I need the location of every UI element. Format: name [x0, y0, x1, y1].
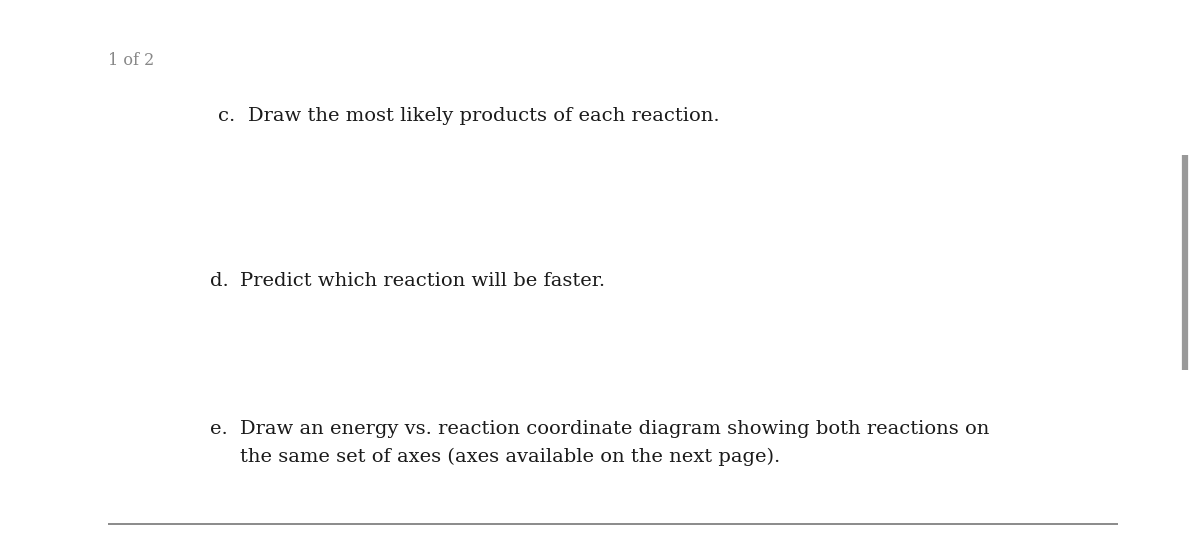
- Text: d.: d.: [210, 272, 229, 290]
- Text: e.: e.: [210, 420, 228, 438]
- Text: Predict which reaction will be faster.: Predict which reaction will be faster.: [240, 272, 605, 290]
- Text: Draw the most likely products of each reaction.: Draw the most likely products of each re…: [248, 107, 720, 125]
- Text: c.: c.: [218, 107, 235, 125]
- Text: 1 of 2: 1 of 2: [108, 52, 155, 69]
- Text: the same set of axes (axes available on the next page).: the same set of axes (axes available on …: [240, 448, 780, 466]
- Text: Draw an energy vs. reaction coordinate diagram showing both reactions on: Draw an energy vs. reaction coordinate d…: [240, 420, 989, 438]
